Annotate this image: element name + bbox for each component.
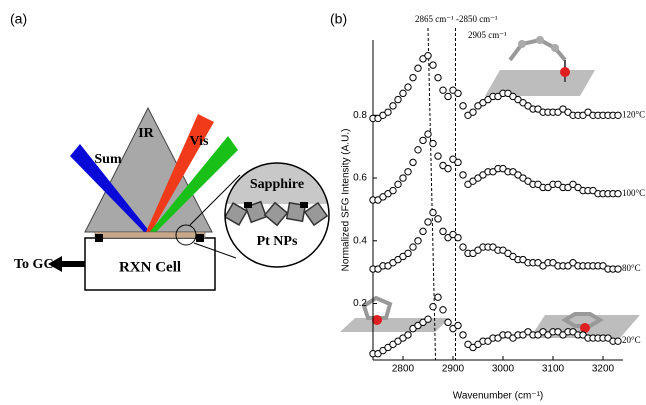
- sum-label: Sum: [94, 152, 122, 167]
- zoom-line: [189, 174, 241, 226]
- inset-bottom-label: Pt NPs: [257, 234, 298, 249]
- x-tick-label: 3100: [542, 364, 565, 375]
- series-label: 20°C: [622, 335, 641, 345]
- data-point: [614, 265, 622, 273]
- data-point: [439, 86, 447, 94]
- data-point: [429, 139, 437, 148]
- data-point: [444, 164, 452, 173]
- data-point: [454, 89, 462, 98]
- data-point: [424, 51, 432, 60]
- x-tick-label: 2900: [442, 364, 465, 375]
- data-point: [459, 243, 467, 251]
- panel-label: (a): [10, 11, 27, 27]
- x-axis-label: Wavenumber (cm⁻¹): [453, 391, 543, 402]
- data-point: [454, 158, 462, 167]
- series-label: 100°C: [622, 188, 645, 198]
- y-axis-label: Normalized SFG Intensity (A.U.): [341, 129, 352, 272]
- data-point: [424, 130, 432, 138]
- data-point: [394, 180, 402, 189]
- ir-beam: [146, 114, 214, 234]
- data-point: [399, 89, 407, 98]
- data-point: [409, 158, 417, 167]
- series-label: 80°C: [622, 263, 641, 273]
- cell-label: RXN Cell: [119, 259, 181, 275]
- data-point: [429, 61, 437, 69]
- vis-beam: [148, 136, 238, 236]
- data-point: [414, 64, 422, 72]
- data-point: [429, 208, 437, 217]
- magnifier-rim: [224, 162, 330, 268]
- data-point: [404, 331, 412, 339]
- x-tick-label: 3200: [592, 364, 615, 375]
- data-point: [469, 108, 477, 116]
- y-tick-label: 0.4: [353, 235, 367, 246]
- zoom-line: [193, 242, 237, 259]
- outlet-arrow: [48, 256, 62, 272]
- data-point: [429, 302, 437, 311]
- x-tick-label: 2800: [392, 364, 415, 375]
- data-point: [394, 95, 402, 104]
- inset-top-label: Sapphire: [250, 177, 304, 192]
- data-point: [414, 146, 422, 154]
- data-point: [404, 249, 412, 258]
- data-point: [424, 218, 432, 226]
- data-point: [439, 306, 447, 314]
- data-point: [404, 168, 412, 176]
- data-point: [414, 237, 422, 245]
- data-point: [459, 331, 467, 339]
- series-label: 120°C: [622, 109, 645, 119]
- seal: [95, 234, 103, 242]
- y-tick-label: 0.2: [353, 298, 367, 309]
- data-point: [409, 73, 417, 82]
- zoom-spot: [175, 224, 197, 246]
- data-point: [424, 315, 432, 323]
- data-point: [454, 321, 462, 330]
- plot-area: 0.2 0.4 0.6 0.8 2800 2900 3000 3100 3200 Wavenumb…: [341, 14, 645, 402]
- ir-label: IR: [138, 126, 154, 141]
- data-point: [439, 227, 447, 236]
- panel-label: (b): [330, 11, 347, 27]
- data-point: [614, 337, 622, 345]
- seal: [196, 234, 204, 242]
- data-point: [459, 102, 467, 110]
- data-point: [419, 136, 427, 145]
- data-point: [434, 152, 442, 160]
- data-point: [399, 174, 407, 182]
- annotation: 2865 cm⁻¹ -2850 cm⁻¹: [415, 14, 498, 24]
- molecule-inset: [485, 36, 595, 96]
- data-point: [389, 186, 397, 195]
- data-point: [459, 171, 467, 179]
- data-point: [389, 102, 397, 110]
- outlet-label: To GC: [14, 257, 54, 272]
- x-tick-label: 3000: [492, 364, 515, 375]
- data-point: [419, 227, 427, 236]
- data-point: [404, 83, 412, 91]
- data-point: [434, 293, 442, 301]
- annotation: 2905 cm⁻¹: [468, 30, 507, 40]
- data-point: [444, 92, 452, 101]
- data-point: [434, 215, 442, 223]
- outlet-pipe: [60, 261, 85, 267]
- vis-label: Vis: [190, 134, 209, 149]
- y-tick-label: 0.6: [353, 173, 367, 184]
- data-point: [384, 108, 392, 116]
- data-point: [409, 243, 417, 251]
- y-tick-label: 0.8: [353, 110, 367, 121]
- data-point: [454, 233, 462, 242]
- reaction-cell: [84, 237, 216, 291]
- sum-beam: [70, 144, 150, 234]
- data-point: [444, 318, 452, 327]
- data-point: [434, 73, 442, 82]
- data-point: [614, 111, 622, 119]
- catalyst-film: [94, 231, 206, 239]
- data-point: [614, 190, 622, 198]
